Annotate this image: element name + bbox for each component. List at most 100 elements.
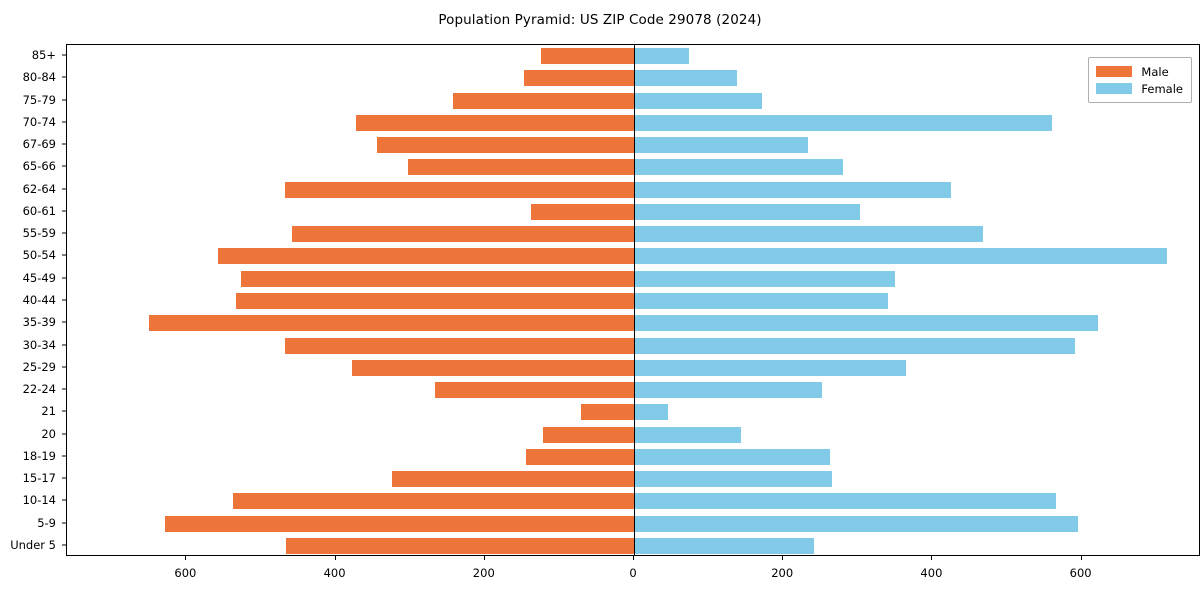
x-tick-mark	[931, 556, 933, 560]
y-tick-mark	[62, 522, 66, 524]
y-tick-mark	[62, 76, 66, 78]
x-tick-mark	[334, 556, 336, 560]
y-tick-label: Under 5	[10, 537, 56, 552]
y-tick-mark	[62, 277, 66, 279]
y-tick-label: 40-44	[22, 293, 56, 307]
bar-row	[67, 448, 1199, 465]
y-tick-mark	[62, 232, 66, 234]
y-tick-mark	[62, 165, 66, 167]
x-tick-mark	[782, 556, 784, 560]
bar-female	[634, 226, 984, 243]
bar-row	[67, 48, 1199, 65]
bar-row	[67, 159, 1199, 176]
bar-row	[67, 92, 1199, 109]
bar-row	[67, 426, 1199, 443]
bar-male	[233, 493, 634, 510]
x-axis: 600 400 200 0 200 400 600	[66, 556, 1200, 600]
y-tick-mark	[62, 344, 66, 346]
bar-female	[634, 359, 907, 376]
x-tick-mark	[185, 556, 187, 560]
chart-title: Population Pyramid: US ZIP Code 29078 (2…	[438, 12, 762, 28]
bar-row	[67, 70, 1199, 87]
x-tick-label: 0	[629, 566, 637, 580]
y-tick-label: 45-49	[22, 270, 56, 285]
bar-row	[67, 537, 1199, 554]
bar-male	[351, 359, 634, 376]
bar-male	[542, 426, 634, 443]
bar-row	[67, 226, 1199, 243]
y-tick-mark	[62, 188, 66, 190]
bar-female	[634, 159, 843, 176]
bar-row	[67, 270, 1199, 287]
y-tick-mark	[62, 121, 66, 123]
x-tick-label: 600	[1069, 566, 1092, 580]
y-tick-mark	[62, 433, 66, 435]
chart-legend: Male Female	[1088, 57, 1192, 103]
bar-female	[634, 471, 832, 488]
bar-male	[235, 292, 634, 309]
bar-male	[165, 515, 634, 532]
bar-row	[67, 137, 1199, 154]
y-tick-label: 10-14	[22, 493, 56, 508]
y-tick-mark	[62, 366, 66, 368]
bar-female	[634, 181, 952, 198]
y-tick-label: 25-29	[22, 359, 56, 374]
y-tick-label: 55-59	[22, 226, 56, 241]
y-tick-mark	[62, 388, 66, 390]
bar-male	[434, 382, 634, 399]
y-tick-mark	[62, 210, 66, 212]
bar-male	[285, 537, 634, 554]
y-tick-label: 15-17	[22, 471, 56, 486]
bars-layer	[67, 45, 1199, 555]
bar-male	[391, 471, 634, 488]
y-tick-mark	[62, 299, 66, 301]
bar-row	[67, 337, 1199, 354]
bar-male	[218, 248, 634, 265]
bar-female	[634, 426, 742, 443]
bar-female	[634, 493, 1056, 510]
bar-row	[67, 471, 1199, 488]
y-tick-mark	[62, 477, 66, 479]
x-tick-mark	[483, 556, 485, 560]
bar-male	[355, 114, 634, 131]
y-tick-mark	[62, 254, 66, 256]
x-tick-label: 400	[920, 566, 943, 580]
y-tick-mark	[62, 54, 66, 56]
y-tick-label: 21	[41, 404, 56, 419]
legend-swatch-male	[1096, 66, 1133, 77]
y-tick-label: 65-66	[22, 159, 56, 174]
x-tick-label: 200	[472, 566, 495, 580]
bar-row	[67, 515, 1199, 532]
y-tick-label: 85+	[31, 48, 56, 63]
zero-axis-line	[634, 45, 636, 555]
y-tick-label: 60-61	[22, 203, 56, 218]
y-tick-mark	[62, 410, 66, 412]
bar-male	[376, 137, 634, 154]
bar-female	[634, 382, 822, 399]
y-tick-label: 75-79	[22, 92, 56, 107]
bar-male	[525, 448, 634, 465]
plot-area	[66, 44, 1200, 556]
y-tick-label: 20	[41, 426, 56, 441]
legend-label: Male	[1141, 64, 1169, 79]
x-tick-label: 400	[323, 566, 346, 580]
bar-male	[284, 181, 634, 198]
bar-male	[453, 92, 634, 109]
bar-female	[634, 137, 808, 154]
bar-female	[634, 92, 762, 109]
bar-male	[240, 270, 634, 287]
bar-row	[67, 248, 1199, 265]
y-tick-label: 62-64	[22, 181, 56, 196]
bar-male	[523, 70, 634, 87]
bar-row	[67, 493, 1199, 510]
legend-entry: Female	[1096, 80, 1183, 97]
bar-female	[634, 537, 814, 554]
y-tick-label: 50-54	[22, 248, 56, 263]
bar-female	[634, 515, 1078, 532]
x-tick-label: 600	[174, 566, 197, 580]
legend-swatch-female	[1096, 83, 1133, 94]
y-axis: 85+ 80-84 75-79 70-74 67-69 65-66 62-64 60-61 55…	[0, 44, 66, 556]
bar-male	[149, 315, 634, 332]
bar-female	[634, 203, 861, 220]
